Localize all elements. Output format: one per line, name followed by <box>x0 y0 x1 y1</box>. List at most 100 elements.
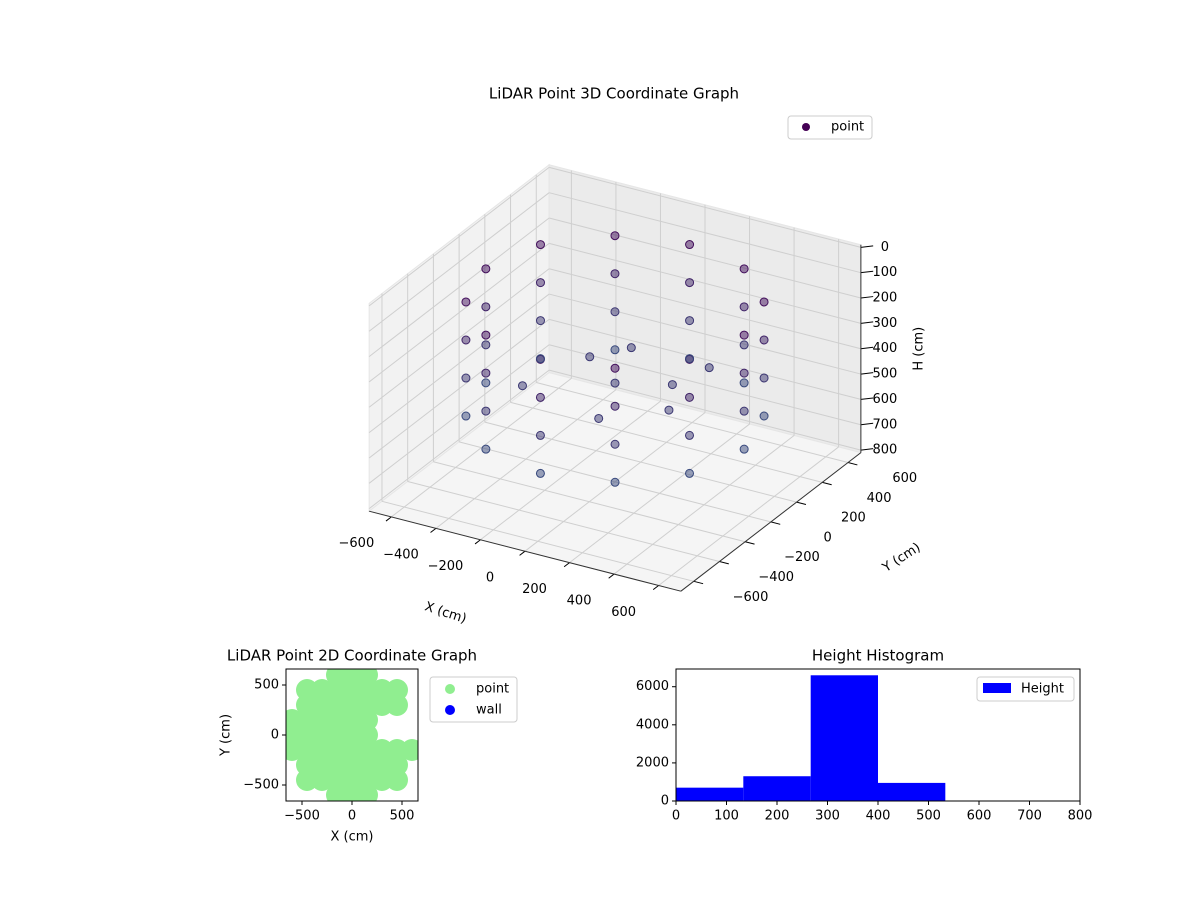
x-tick-label: 500 <box>390 809 415 824</box>
z-tick-label: 600 <box>872 392 897 407</box>
x-tick-label: 200 <box>765 809 790 824</box>
x-tick-label: 400 <box>866 809 891 824</box>
tick-mark <box>860 321 874 324</box>
point <box>481 406 491 416</box>
y-tick-label: 0 <box>661 794 669 809</box>
tick-mark <box>693 580 704 585</box>
grid-line <box>548 369 862 451</box>
tick-mark <box>770 521 781 525</box>
bar <box>676 787 744 801</box>
z-tick-label: 0 <box>881 240 889 255</box>
legend-marker <box>802 123 810 131</box>
tick-mark <box>385 516 392 522</box>
grid-line <box>548 344 862 426</box>
point <box>739 444 749 454</box>
grid-line <box>407 481 720 562</box>
point <box>610 378 620 388</box>
point <box>685 468 695 478</box>
grid-line <box>368 242 550 383</box>
x-tick-label: −200 <box>428 559 464 574</box>
x-axis-label: X (cm) <box>331 830 374 845</box>
tick-mark <box>860 296 874 299</box>
chart-title: LiDAR Point 3D Coordinate Graph <box>489 85 739 103</box>
grid-line <box>548 217 862 299</box>
point <box>610 477 620 487</box>
point <box>704 363 714 373</box>
tick-mark <box>745 541 755 545</box>
x-tick-label: −400 <box>383 548 419 563</box>
point <box>461 335 471 345</box>
grid-line <box>368 166 550 307</box>
point <box>610 231 620 241</box>
point <box>610 363 620 373</box>
grid-line <box>368 369 550 510</box>
point <box>481 264 491 274</box>
point <box>585 352 595 362</box>
point <box>535 354 545 364</box>
chart-3d: −600−400−2000200400600−600−400−200020040… <box>339 85 927 627</box>
point <box>481 444 491 454</box>
point <box>517 381 527 391</box>
y-axis-label: Y (cm) <box>219 714 234 757</box>
x-tick-label: 0 <box>672 809 680 824</box>
y-tick-label: −500 <box>243 778 279 793</box>
legend-label: wall <box>476 703 502 718</box>
grid-line <box>548 192 862 274</box>
point <box>535 316 545 326</box>
legend-label: point <box>831 120 864 135</box>
point <box>685 240 695 250</box>
point <box>610 269 620 279</box>
x-tick-label: 0 <box>348 809 356 824</box>
point <box>759 373 769 383</box>
y-tick-label: 0 <box>824 530 832 545</box>
tick-mark <box>860 448 874 451</box>
point <box>461 297 471 307</box>
grid-line <box>368 319 550 459</box>
legend-label: point <box>476 682 509 697</box>
chart-title: Height Histogram <box>812 647 944 665</box>
legend-box <box>787 115 873 140</box>
point <box>481 302 491 312</box>
grid-line <box>548 293 862 375</box>
point <box>685 392 695 402</box>
point <box>610 401 620 411</box>
point <box>594 413 604 423</box>
tick-mark <box>519 550 526 556</box>
point <box>739 264 749 274</box>
z-tick-label: 100 <box>872 265 897 280</box>
tick-mark <box>860 397 874 400</box>
point <box>610 345 620 355</box>
chart-2d: −500 0 500 −500 0 500 LiDAR Point 2D Coordinat… <box>219 647 518 845</box>
x-tick-label: 0 <box>486 570 494 585</box>
point <box>685 316 695 326</box>
x-tick-label: 400 <box>567 593 592 608</box>
x-tick-label: −600 <box>339 536 375 551</box>
grid-line <box>368 268 550 408</box>
y-tick-label: −200 <box>784 550 820 565</box>
axis-line <box>680 452 862 592</box>
grid-line <box>368 293 550 434</box>
tick-mark <box>822 481 832 486</box>
x-tick-label: 800 <box>1068 809 1093 824</box>
tick-mark <box>563 562 570 568</box>
z-axis-label: H (cm) <box>911 327 926 371</box>
y-tick-label: 200 <box>841 511 866 526</box>
x-tick-label: 300 <box>815 809 840 824</box>
point <box>685 354 695 364</box>
tick-mark <box>608 573 615 579</box>
z-tick-label: 700 <box>872 417 897 432</box>
point <box>610 439 620 449</box>
grid-line <box>548 166 862 248</box>
grid-line <box>433 461 746 543</box>
point <box>626 343 636 353</box>
z-tick-label: 500 <box>872 367 897 382</box>
y-tick-label: 500 <box>254 678 279 693</box>
point <box>386 679 408 701</box>
tick-mark <box>860 346 874 350</box>
y-tick-label: 400 <box>867 491 892 506</box>
y-tick-label: −400 <box>758 570 794 585</box>
bar <box>743 776 811 801</box>
z-tick-label: 200 <box>872 291 897 306</box>
legend-label: Height <box>1021 682 1064 697</box>
